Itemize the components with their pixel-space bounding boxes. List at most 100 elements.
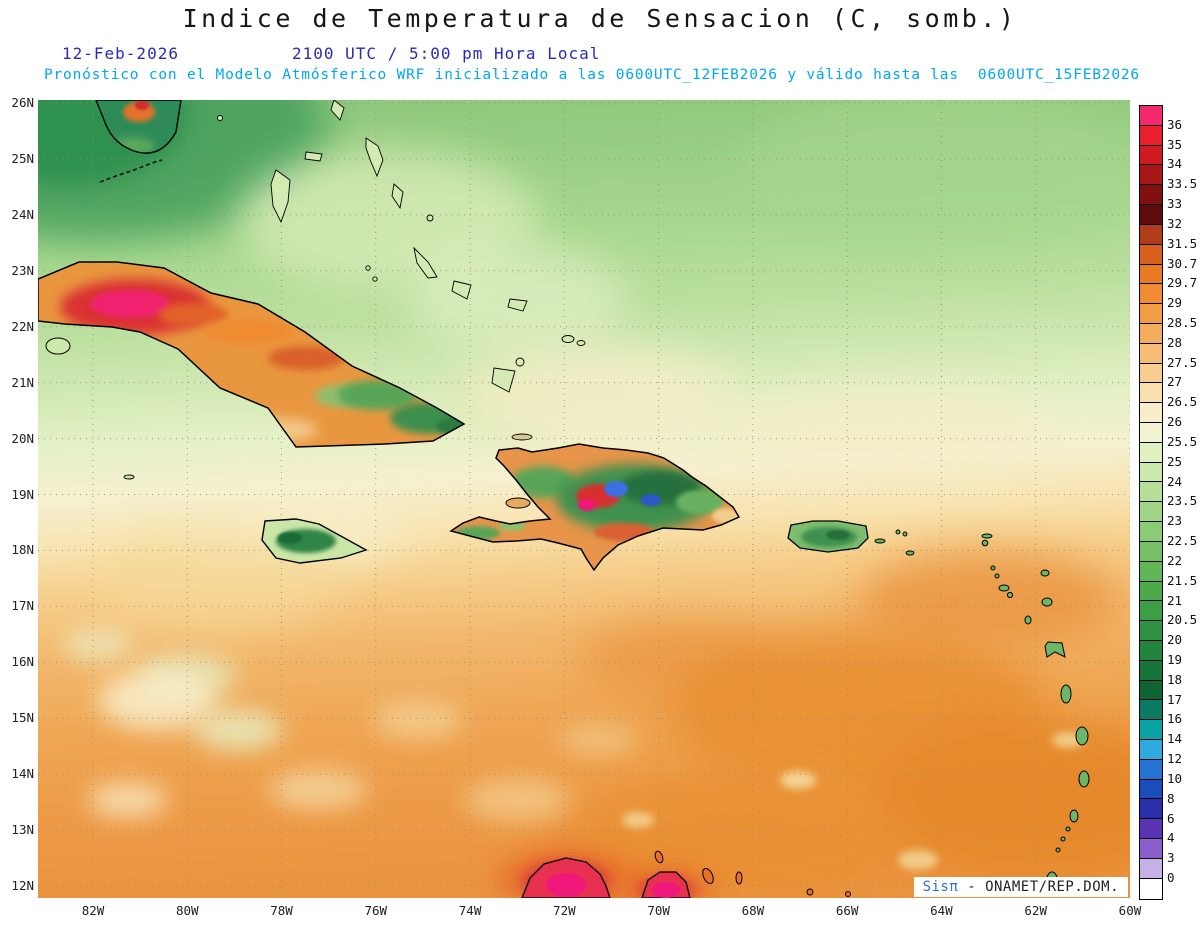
lat-label: 17N (11, 598, 34, 614)
colorbar-segment (1140, 482, 1162, 503)
colorbar-label: 18 (1167, 671, 1183, 687)
forecast-date: 12-Feb-2026 (62, 44, 179, 63)
watermark-brand: Sisπ (922, 879, 959, 895)
colorbar-segment (1140, 462, 1162, 483)
colorbar-label: 31.5 (1167, 235, 1198, 251)
colorbar-segment (1140, 284, 1162, 305)
lat-label: 14N (11, 766, 34, 782)
colorbar-label: 6 (1167, 810, 1175, 826)
colorbar-segment (1140, 383, 1162, 404)
colorbar-label: 23.5 (1167, 493, 1198, 509)
colorbar-label: 20.5 (1167, 612, 1198, 628)
colorbar-label: 30.7 (1167, 255, 1198, 271)
colorbar-segment (1140, 442, 1162, 463)
colorbar-segment (1140, 165, 1162, 186)
lon-label: 82W (81, 903, 105, 918)
virgin-islands (874, 529, 915, 556)
lat-label: 26N (11, 95, 34, 110)
jamaica (261, 518, 367, 564)
colorbar-segment (1140, 740, 1162, 760)
colorbar-segment (1140, 205, 1162, 225)
colorbar-label: 29 (1167, 295, 1183, 311)
colorbar-label: 29.7 (1167, 275, 1198, 291)
colorbar-segment (1140, 621, 1162, 641)
colorbar-label: 28 (1167, 334, 1183, 350)
colorbar-segment (1140, 343, 1162, 364)
isla-juventud (45, 337, 71, 355)
colorbar-segment (1140, 581, 1162, 602)
lon-label: 70W (647, 903, 670, 918)
colorbar-label: 26.5 (1167, 394, 1198, 410)
colorbar-label: 16 (1167, 711, 1183, 727)
colorbar-segment (1140, 839, 1162, 859)
colorbar-segment (1140, 541, 1162, 562)
colorbar-label: 10 (1167, 770, 1183, 786)
colorbar-scale (1139, 105, 1163, 900)
lat-label: 12N (11, 878, 34, 894)
colorbar-label: 32 (1167, 215, 1183, 231)
colorbar-label: 34 (1167, 156, 1183, 172)
lat-label: 16N (11, 654, 34, 670)
colorbar-segment (1140, 640, 1162, 661)
lat-label: 18N (11, 542, 34, 558)
hispaniola (450, 433, 740, 571)
colorbar-label: 28.5 (1167, 315, 1198, 331)
colorbar-segment (1140, 561, 1162, 582)
colorbar-label: 27 (1167, 374, 1183, 390)
colorbar-segment (1140, 502, 1162, 523)
colorbar-label: 20 (1167, 632, 1183, 648)
colorbar-label: 35 (1167, 136, 1183, 152)
colorbar-segment (1140, 680, 1162, 701)
forecast-time: 2100 UTC / 5:00 pm Hora Local (292, 44, 601, 63)
colorbar-segment (1140, 403, 1162, 423)
colorbar-segment (1140, 759, 1162, 780)
lon-label: 76W (364, 903, 388, 918)
colorbar-segment (1140, 819, 1162, 840)
colorbar-segment (1140, 363, 1162, 384)
colorbar-segment (1140, 878, 1162, 899)
south-america-coast (521, 857, 691, 898)
lat-label: 24N (11, 206, 34, 222)
colorbar-label: 3 (1167, 850, 1175, 866)
colorbar-label: 14 (1167, 731, 1183, 747)
lat-label: 25N (11, 150, 34, 166)
colorbar-segment (1140, 779, 1162, 800)
florida-keys (99, 159, 163, 183)
colorbar-label: 21 (1167, 592, 1183, 608)
colorbar-label: 17 (1167, 691, 1183, 707)
colorbar-segment (1140, 264, 1162, 285)
colorbar-segment (1140, 224, 1162, 245)
lon-label: 60W (1118, 903, 1142, 918)
lat-label: 19N (11, 486, 34, 502)
colorbar-segment (1140, 106, 1162, 126)
colorbar-segment (1140, 522, 1162, 542)
cuba (38, 261, 465, 480)
colorbar-label: 26 (1167, 414, 1183, 430)
colorbar-label: 8 (1167, 790, 1175, 806)
colorbar-segment (1140, 323, 1162, 344)
colorbar-label: 25 (1167, 453, 1183, 469)
lat-label: 15N (11, 710, 34, 726)
colorbar-label: 22 (1167, 552, 1183, 568)
colorbar-label: 25.5 (1167, 433, 1198, 449)
colorbar-label: 21.5 (1167, 572, 1198, 588)
colorbar-label: 33 (1167, 196, 1183, 212)
colorbar-segment (1140, 799, 1162, 820)
lon-label: 62W (1024, 903, 1047, 918)
map-plot: Sisπ - ONAMET/REP.DOM. (38, 100, 1130, 898)
puerto-rico (787, 520, 915, 556)
colorbar-label: 12 (1167, 751, 1183, 767)
cayman-islands (123, 474, 135, 480)
lat-label: 20N (11, 430, 34, 446)
colorbar-label: 22.5 (1167, 533, 1198, 549)
map-canvas (38, 100, 1130, 898)
page-title: Indice de Temperatura de Sensacion (C, s… (182, 4, 1018, 33)
colorbar-label: 19 (1167, 651, 1183, 667)
lon-label: 66W (835, 903, 859, 918)
colorbar-label: 0 (1167, 869, 1175, 885)
colorbar-segment (1140, 145, 1162, 166)
colorbar-segment (1140, 185, 1162, 206)
colorbar-label: 36 (1167, 116, 1183, 132)
coastline-layer (38, 100, 1090, 898)
colorbar-segment (1140, 423, 1162, 443)
